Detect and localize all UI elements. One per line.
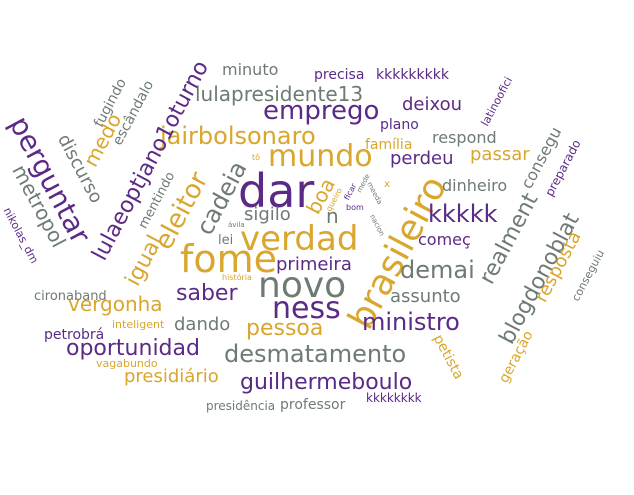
word-meeda: meeda bbox=[365, 180, 384, 206]
word-oportunidad: oportunidad bbox=[66, 336, 200, 361]
word-jairbolsonaro: jairbolsonaro bbox=[160, 122, 316, 150]
word-ficar: ficar bbox=[342, 181, 359, 202]
word-petista: petista bbox=[429, 331, 467, 383]
word-latinoofici: latinoofici bbox=[478, 74, 516, 129]
word-novo: novo bbox=[258, 265, 347, 306]
word-igual: igual bbox=[120, 231, 168, 291]
word-nacion: nacion bbox=[368, 213, 387, 238]
word-emprego: emprego bbox=[263, 96, 380, 126]
word-lei: lei bbox=[218, 233, 234, 248]
word-pessoa: pessoa bbox=[246, 316, 324, 341]
word-plano: plano bbox=[380, 117, 419, 133]
word-kkkkkkkkk: kkkkkkkkk bbox=[376, 67, 449, 83]
word-deixou: deixou bbox=[402, 94, 463, 115]
word-primeira: primeira bbox=[276, 254, 352, 275]
word-passar: passar bbox=[470, 144, 530, 165]
word-verdad: verdad bbox=[240, 219, 359, 259]
word-dando: dando bbox=[174, 314, 231, 335]
word-kkkkk: kkkkk bbox=[428, 200, 498, 228]
word-historia: história bbox=[222, 273, 252, 282]
word-perdeu: perdeu bbox=[390, 148, 454, 169]
word-sigilo: sigilo bbox=[244, 204, 291, 225]
word-desmatamento: desmatamento bbox=[224, 340, 407, 368]
word-assunto: assunto bbox=[390, 286, 461, 307]
word-guilhermeboulo: guilhermeboulo bbox=[240, 370, 413, 395]
word-inteligent: inteligent bbox=[112, 318, 165, 331]
word-dar: dar bbox=[238, 164, 315, 218]
word-minuto: minuto bbox=[222, 60, 279, 79]
word-vergonha: vergonha bbox=[68, 292, 163, 316]
word-familia: família bbox=[365, 137, 413, 153]
word-lulapresidente13: lulapresidente13 bbox=[195, 82, 364, 106]
word-precisa: precisa bbox=[314, 67, 365, 83]
word-petrobra: petrobrá bbox=[44, 327, 105, 343]
word-bom: bom bbox=[346, 203, 364, 212]
word-x: x bbox=[384, 179, 390, 190]
word-kkkkkkkk: kkkkkkkk bbox=[366, 391, 422, 405]
word-respond: respond bbox=[432, 128, 497, 147]
word-presidencia: presidência bbox=[206, 399, 276, 413]
word-presidiario: presidiário bbox=[124, 366, 219, 387]
word-n: n bbox=[326, 204, 339, 228]
word-vagabundo: vagabundo bbox=[96, 357, 158, 370]
word-professor: professor bbox=[280, 397, 346, 413]
word-mundo: mundo bbox=[268, 139, 373, 174]
word-to: tô bbox=[252, 153, 261, 162]
word-demai: demai bbox=[400, 256, 475, 284]
word-cironaband: cironaband bbox=[34, 289, 107, 304]
word-fome: fome bbox=[180, 237, 278, 281]
word-saber: saber bbox=[176, 281, 238, 306]
word-comec: começ bbox=[418, 230, 471, 249]
word-ness: ness bbox=[272, 291, 341, 326]
word-ministro: ministro bbox=[362, 308, 460, 336]
word-avila: ávila bbox=[228, 221, 245, 229]
word-dinheiro: dinheiro bbox=[442, 176, 508, 195]
